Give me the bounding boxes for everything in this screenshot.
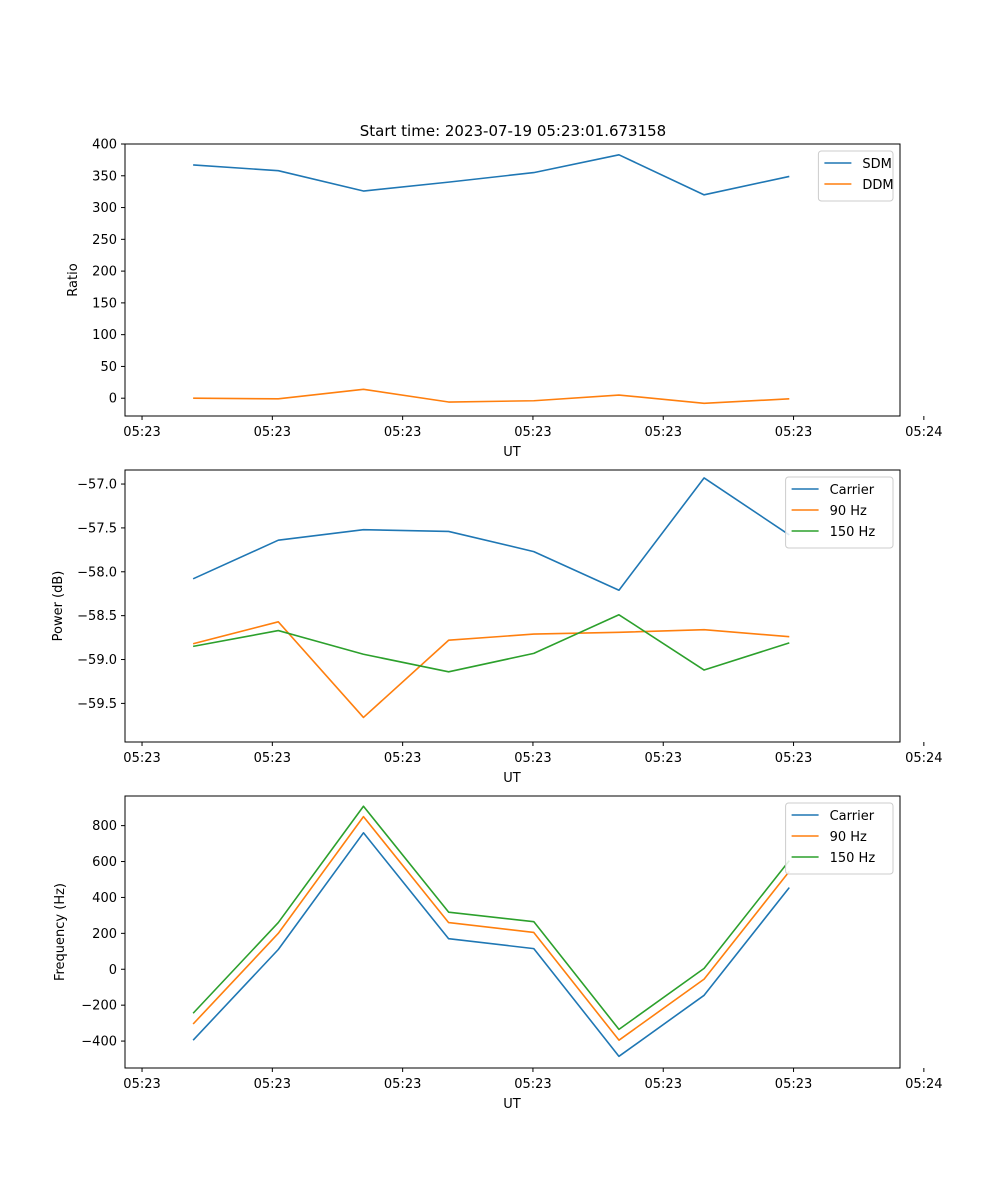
- x-tick-label: 05:23: [645, 425, 682, 440]
- y-tick-label: 350: [92, 169, 117, 184]
- x-tick-label: 05:23: [384, 425, 421, 440]
- legend-label: Carrier: [830, 809, 875, 824]
- y-tick-label: 0: [109, 963, 117, 978]
- x-tick-label: 05:23: [645, 1077, 682, 1092]
- x-tick-label: 05:23: [775, 425, 812, 440]
- x-tick-label: 05:23: [254, 751, 291, 766]
- x-tick-label: 05:23: [775, 751, 812, 766]
- legend-label: Carrier: [830, 483, 875, 498]
- y-tick-label: 600: [92, 855, 117, 870]
- series-line-150-hz: [192, 613, 790, 673]
- y-axis-label: Ratio: [66, 263, 81, 296]
- x-tick-label: 05:23: [123, 751, 160, 766]
- y-tick-label: −400: [81, 1035, 117, 1050]
- legend-label: 90 Hz: [830, 830, 867, 845]
- chart-panel-3: 05:23 05:23 05:23 05:23 05:23 05:23 05:24 UT −40…: [53, 795, 943, 1112]
- x-tick-label: 05:24: [905, 1077, 942, 1092]
- y-tick-label: 200: [92, 927, 117, 942]
- figure-title: Start time: 2023-07-19 05:23:01.673158: [360, 122, 666, 140]
- y-tick-label: 400: [92, 138, 117, 153]
- series-line-150-hz: [192, 805, 790, 1031]
- x-tick-label: 05:23: [775, 1077, 812, 1092]
- legend: SDM DDM: [817, 150, 894, 202]
- y-tick-label: −57.0: [77, 478, 117, 493]
- legend-label: DDM: [862, 178, 893, 193]
- y-tick-label: 0: [109, 392, 117, 407]
- x-tick-label: 05:24: [905, 425, 942, 440]
- x-tick-label: 05:23: [514, 751, 551, 766]
- series-line-90-hz: [192, 620, 790, 719]
- y-tick-label: 150: [92, 296, 117, 311]
- legend-label: 150 Hz: [830, 851, 876, 866]
- x-tick-label: 05:23: [514, 1077, 551, 1092]
- axes-frame: [124, 795, 901, 1069]
- legend-label: SDM: [862, 157, 891, 172]
- x-tick-label: 05:23: [123, 425, 160, 440]
- axes-frame: [124, 469, 901, 743]
- x-tick-label: 05:23: [645, 751, 682, 766]
- y-tick-label: 250: [92, 233, 117, 248]
- series-line-carrier: [192, 477, 790, 592]
- x-tick-label: 05:23: [123, 1077, 160, 1092]
- y-axis-label: Frequency (Hz): [53, 883, 68, 981]
- chart-panel-2: 05:23 05:23 05:23 05:23 05:23 05:23 05:24 UT −59…: [51, 469, 943, 786]
- y-tick-label: 400: [92, 891, 117, 906]
- y-tick-label: −59.5: [77, 697, 117, 712]
- axes-frame: [124, 143, 901, 417]
- chart-panel-1: 05:23 05:23 05:23 05:23 05:23 05:23 05:24 UT 0 50…: [66, 138, 943, 461]
- y-tick-label: 100: [92, 328, 117, 343]
- y-tick-label: 800: [92, 819, 117, 834]
- y-tick-label: −200: [81, 999, 117, 1014]
- series-line-carrier: [192, 832, 790, 1058]
- x-axis-label: UT: [503, 771, 521, 786]
- legend-label: 150 Hz: [830, 525, 876, 540]
- legend: Carrier 90 Hz 150 Hz: [785, 476, 894, 549]
- y-tick-label: 200: [92, 265, 117, 280]
- y-tick-label: −57.5: [77, 521, 117, 536]
- x-tick-label: 05:23: [254, 1077, 291, 1092]
- legend-label: 90 Hz: [830, 504, 867, 519]
- y-tick-label: −58.5: [77, 609, 117, 624]
- y-tick-label: −59.0: [77, 653, 117, 668]
- y-tick-label: 300: [92, 201, 117, 216]
- y-tick-label: 50: [100, 360, 117, 375]
- x-axis-label: UT: [503, 1097, 521, 1112]
- x-tick-label: 05:23: [254, 425, 291, 440]
- series-line-sdm: [193, 154, 790, 196]
- series-line-90-hz: [192, 815, 790, 1041]
- series-line-ddm: [193, 388, 790, 405]
- y-tick-label: −58.0: [77, 565, 117, 580]
- x-tick-label: 05:23: [384, 751, 421, 766]
- legend: Carrier 90 Hz 150 Hz: [785, 802, 894, 875]
- x-tick-label: 05:24: [905, 751, 942, 766]
- x-axis-label: UT: [503, 445, 521, 460]
- charts-container: 05:23 05:23 05:23 05:23 05:23 05:23 05:24 UT 0 50…: [51, 138, 943, 1113]
- y-axis-label: Power (dB): [51, 571, 66, 642]
- x-tick-label: 05:23: [514, 425, 551, 440]
- x-tick-label: 05:23: [384, 1077, 421, 1092]
